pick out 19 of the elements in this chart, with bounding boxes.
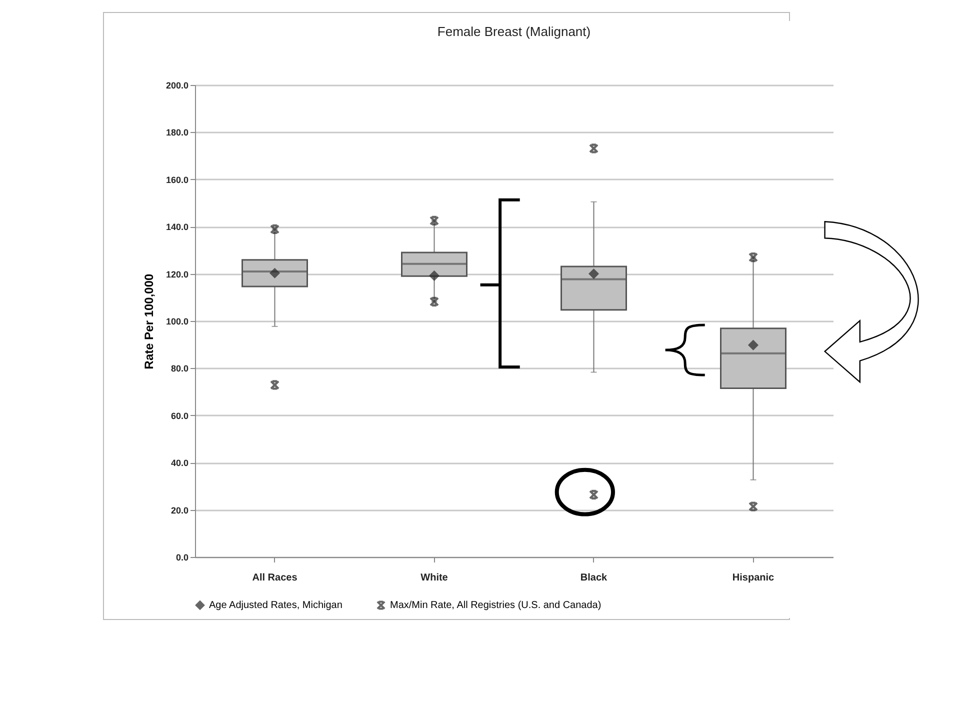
y-tick-label: 100.0 <box>166 316 188 326</box>
y-tick-label: 40.0 <box>170 458 188 468</box>
y-tick-label: 180.0 <box>166 128 188 138</box>
y-tick-label: 160.0 <box>166 174 188 185</box>
y-tick-label: 80.0 <box>170 364 188 374</box>
legend-label: Max/Min Rate, All Registries (U.S. and Canada) <box>390 600 602 612</box>
y-tick-label: 200.0 <box>166 80 188 90</box>
x-tick-label: White <box>420 572 448 584</box>
y-tick-label: 120.0 <box>166 269 188 280</box>
x-tick-label: Hispanic <box>732 572 775 584</box>
x-tick-label: Black <box>580 572 608 584</box>
legend-label: Age Adjusted Rates, Michigan <box>209 600 342 612</box>
y-tick-label: 0.0 <box>176 552 188 562</box>
y-axis-title: Rate Per 100,000 <box>142 273 156 370</box>
y-tick-label: 60.0 <box>170 410 188 421</box>
x-tick-label: All Races <box>252 572 298 584</box>
y-tick-label: 140.0 <box>166 222 188 232</box>
y-tick-label: 20.0 <box>170 505 188 516</box>
chart-title: Female Breast (Malignant) <box>437 24 591 39</box>
